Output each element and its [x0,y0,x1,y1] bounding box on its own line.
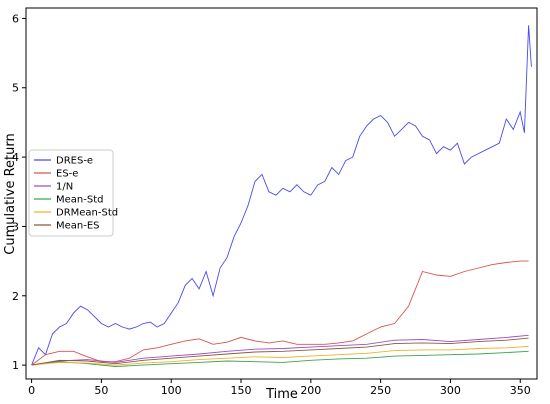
y-tick-label: 2 [12,290,19,303]
legend-label-5: DRMean-Std [56,208,118,219]
legend: DRES-e ES-e 1/N Mean-Std DRMean-Std Mean-ES [28,149,118,237]
y-tick-label: 6 [12,12,19,25]
series-line-4 [31,350,529,367]
y-tick-label: 5 [12,82,19,95]
x-tick-label: 0 [28,384,35,397]
series-line-3 [31,334,529,366]
y-tick-label: 4 [12,151,19,164]
y-tick-label: 3 [12,220,19,233]
series-line-5 [31,345,529,366]
x-axis-ticks: 0 50 100 150 200 250 300 350 [28,379,531,397]
series-line-2 [31,260,529,366]
x-tick-label: 350 [510,384,531,397]
legend-box [28,149,114,237]
x-tick-label: 250 [370,384,391,397]
series-layer [31,25,532,367]
x-tick-label: 200 [300,384,321,397]
legend-label-4: Mean-Std [56,195,103,206]
legend-label-3: 1/N [56,182,73,193]
x-axis-label: Time [265,387,298,402]
y-axis-ticks: 1 2 3 4 5 6 [12,12,26,372]
legend-label-1: DRES-e [56,156,93,167]
series-line-6 [31,337,529,366]
x-tick-label: 50 [94,384,108,397]
x-tick-label: 150 [231,384,252,397]
y-axis-label: Cumulative Return [3,133,18,254]
x-tick-label: 300 [440,384,461,397]
legend-label-6: Mean-ES [56,221,100,232]
x-tick-label: 100 [161,384,182,397]
y-tick-label: 1 [12,359,19,372]
legend-label-2: ES-e [56,169,78,180]
plot-area-frame [25,7,538,380]
series-line-1 [31,25,532,366]
